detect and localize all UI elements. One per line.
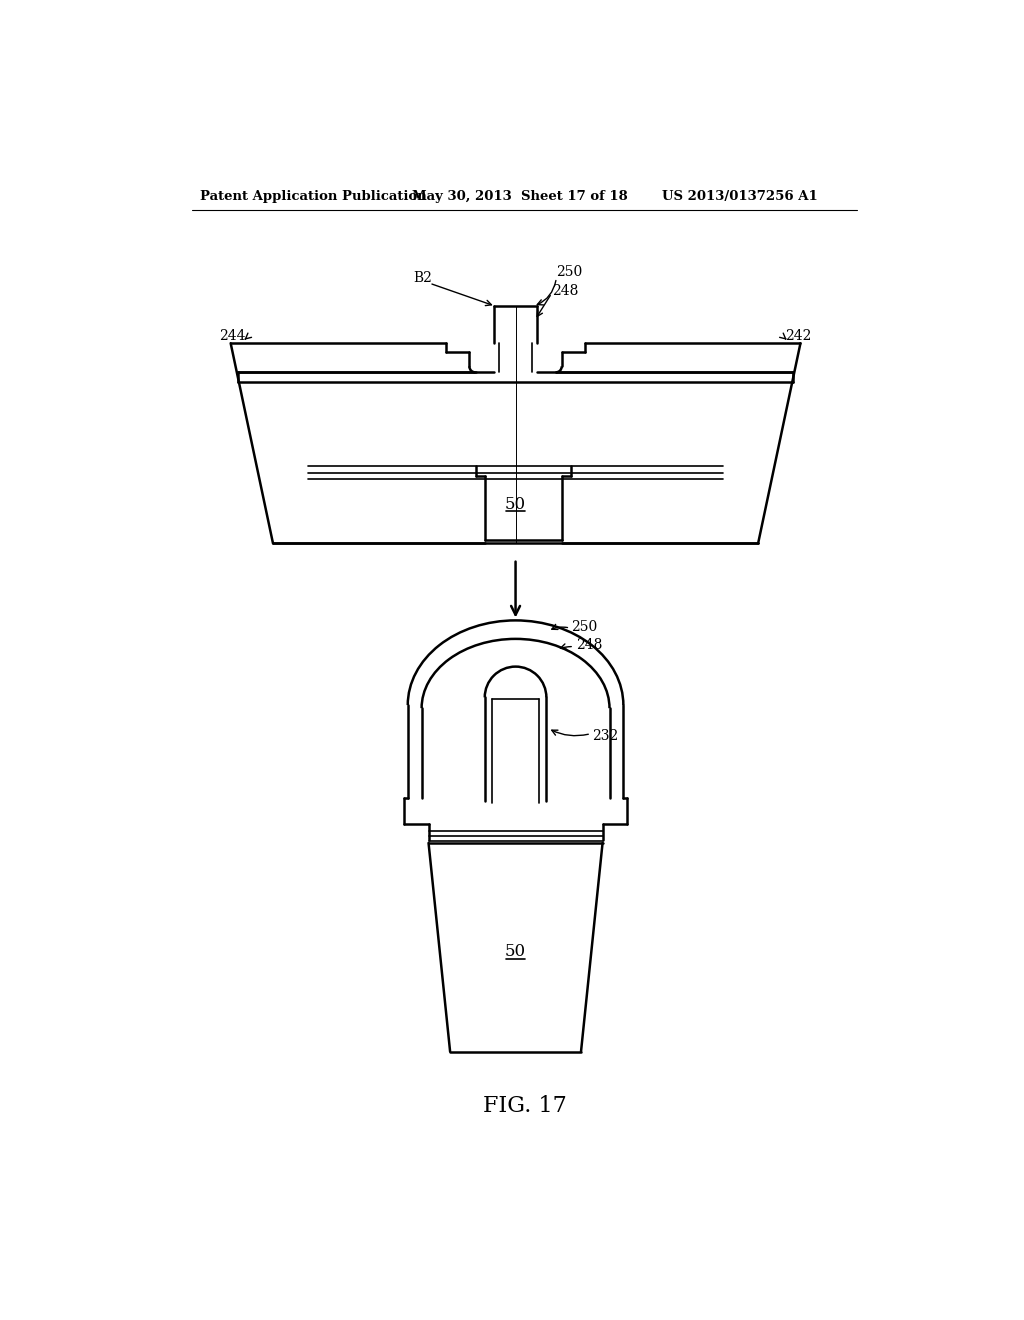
- Text: B2: B2: [414, 271, 432, 285]
- Text: 50: 50: [505, 496, 526, 513]
- Text: FIG. 17: FIG. 17: [483, 1094, 566, 1117]
- Text: 248: 248: [553, 284, 579, 298]
- Text: 250: 250: [556, 265, 583, 280]
- Text: 50: 50: [505, 942, 526, 960]
- Text: 250: 250: [571, 619, 597, 634]
- Text: May 30, 2013  Sheet 17 of 18: May 30, 2013 Sheet 17 of 18: [412, 190, 628, 203]
- Text: 232: 232: [593, 729, 618, 743]
- Text: 248: 248: [575, 638, 602, 652]
- Text: 244: 244: [219, 329, 246, 342]
- Text: US 2013/0137256 A1: US 2013/0137256 A1: [662, 190, 817, 203]
- Text: 242: 242: [785, 329, 811, 342]
- Text: Patent Application Publication: Patent Application Publication: [200, 190, 427, 203]
